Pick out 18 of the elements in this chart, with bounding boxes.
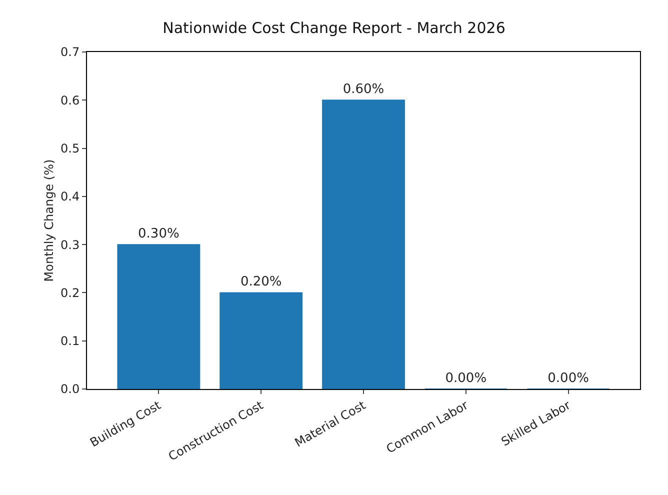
y-tick-label: 0.7 [60,45,80,60]
bar [322,100,405,389]
data-label: 0.20% [240,274,282,290]
y-tick-label: 0.5 [60,141,80,156]
data-label: 0.30% [138,226,180,242]
y-tick-label: 0.4 [60,190,80,204]
y-tick-label: 0.2 [60,286,80,300]
data-label: 0.60% [342,82,384,98]
y-axis-title: Monthly Change (%) [42,159,56,282]
bar [117,244,200,389]
y-tick-label: 0.1 [60,334,80,348]
y-tick-label: 0.3 [60,238,80,252]
bar [220,292,303,389]
y-tick-label: 0.6 [60,93,80,108]
y-tick-label: 0.0 [60,382,80,396]
data-label: 0.00% [445,371,487,386]
data-label: 0.00% [548,371,589,386]
chart-title: Nationwide Cost Change Report - March 2026 [162,18,506,37]
